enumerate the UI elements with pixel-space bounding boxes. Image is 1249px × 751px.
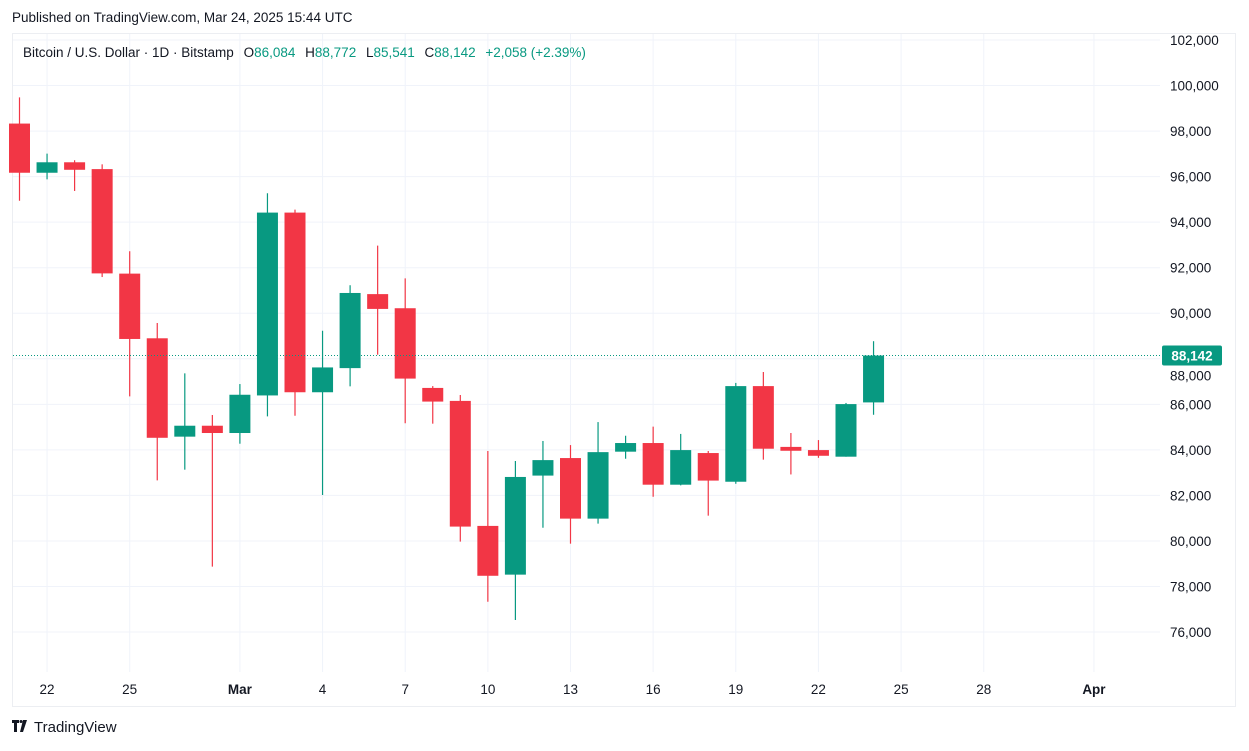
candle-body-up[interactable]	[339, 292, 361, 369]
change-value: +2,058 (+2.39%)	[485, 45, 586, 60]
y-tick-label: 92,000	[1170, 261, 1211, 276]
candle-body-down[interactable]	[422, 387, 444, 402]
symbol-legend: Bitcoin / U.S. Dollar · 1D · Bitstamp O8…	[23, 45, 586, 60]
x-tick-label: 28	[976, 682, 991, 697]
y-tick-label: 78,000	[1170, 579, 1211, 594]
candle-body-down[interactable]	[91, 169, 113, 274]
tradingview-brand: TradingView	[34, 719, 117, 736]
published-caption: Published on TradingView.com, Mar 24, 20…	[12, 10, 353, 25]
x-tick-label: 13	[563, 682, 578, 697]
symbol-title[interactable]: Bitcoin / U.S. Dollar · 1D · Bitstamp	[23, 45, 234, 60]
candle-body-up[interactable]	[615, 443, 637, 452]
candle-body-up[interactable]	[670, 450, 692, 485]
candle-body-down[interactable]	[284, 212, 306, 393]
last-price-label: 88,142	[1171, 349, 1212, 364]
candle-body-down[interactable]	[394, 308, 416, 379]
y-tick-label: 98,000	[1170, 124, 1211, 139]
candle-body-down[interactable]	[146, 338, 168, 438]
candle-body-down[interactable]	[642, 443, 664, 485]
open-label: O	[243, 45, 255, 60]
low-label: L	[365, 45, 374, 60]
y-tick-label: 94,000	[1170, 215, 1211, 230]
candle-body-down[interactable]	[367, 294, 389, 309]
candle-body-up[interactable]	[36, 162, 58, 173]
candle-body-down[interactable]	[64, 162, 86, 170]
candle-body-down[interactable]	[780, 446, 802, 451]
x-tick-label: 16	[646, 682, 661, 697]
x-tick-label: 19	[728, 682, 743, 697]
y-tick-label: 100,000	[1170, 79, 1219, 94]
candle-body-down[interactable]	[119, 273, 141, 339]
open-value: 86,084	[254, 45, 296, 60]
x-tick-label: 4	[319, 682, 327, 697]
y-tick-label: 76,000	[1170, 625, 1211, 640]
candle-body-down[interactable]	[477, 525, 499, 576]
low-value: 85,541	[373, 45, 415, 60]
candle-body-up[interactable]	[229, 394, 251, 434]
x-tick-label: 25	[122, 682, 137, 697]
candle-body-down[interactable]	[752, 386, 774, 449]
tradingview-logo-icon	[12, 719, 30, 736]
y-tick-label: 86,000	[1170, 397, 1211, 412]
candle-body-down[interactable]	[560, 458, 581, 519]
x-tick-label: 22	[811, 682, 826, 697]
y-tick-label: 102,000	[1170, 33, 1219, 48]
close-value: 88,142	[434, 45, 476, 60]
y-tick-label: 80,000	[1170, 534, 1211, 549]
x-tick-label: Apr	[1082, 682, 1106, 697]
candle-body-up[interactable]	[504, 476, 526, 575]
candle-body-up[interactable]	[587, 452, 609, 519]
high-label: H	[305, 45, 315, 60]
y-tick-label: 84,000	[1170, 443, 1211, 458]
candle-body-up[interactable]	[256, 212, 278, 396]
candle-body-down[interactable]	[807, 450, 829, 456]
candle-body-up[interactable]	[725, 386, 747, 482]
chart-frame	[12, 33, 1236, 707]
high-value: 88,772	[314, 45, 357, 60]
close-label: C	[424, 45, 435, 60]
last-price-badge	[1162, 345, 1222, 366]
candle-body-up[interactable]	[532, 460, 554, 476]
candle-body-up[interactable]	[863, 355, 885, 403]
x-tick-label: 10	[480, 682, 495, 697]
y-tick-label: 82,000	[1170, 488, 1211, 503]
x-tick-label: 25	[894, 682, 909, 697]
candle-body-down[interactable]	[449, 400, 471, 527]
candle-body-down[interactable]	[697, 453, 719, 481]
x-tick-label: 22	[40, 682, 55, 697]
candle-body-up[interactable]	[312, 367, 334, 393]
candle-body-up[interactable]	[174, 425, 196, 437]
candle-body-down[interactable]	[9, 123, 30, 173]
x-tick-label: Mar	[228, 682, 253, 697]
tradingview-logo[interactable]: TradingView	[12, 719, 117, 736]
x-tick-label: 7	[401, 682, 409, 697]
candle-body-down[interactable]	[201, 425, 223, 434]
y-tick-label: 96,000	[1170, 170, 1211, 185]
y-tick-label: 90,000	[1170, 306, 1211, 321]
candle-body-up[interactable]	[835, 404, 857, 457]
y-tick-label: 88,000	[1170, 369, 1211, 384]
